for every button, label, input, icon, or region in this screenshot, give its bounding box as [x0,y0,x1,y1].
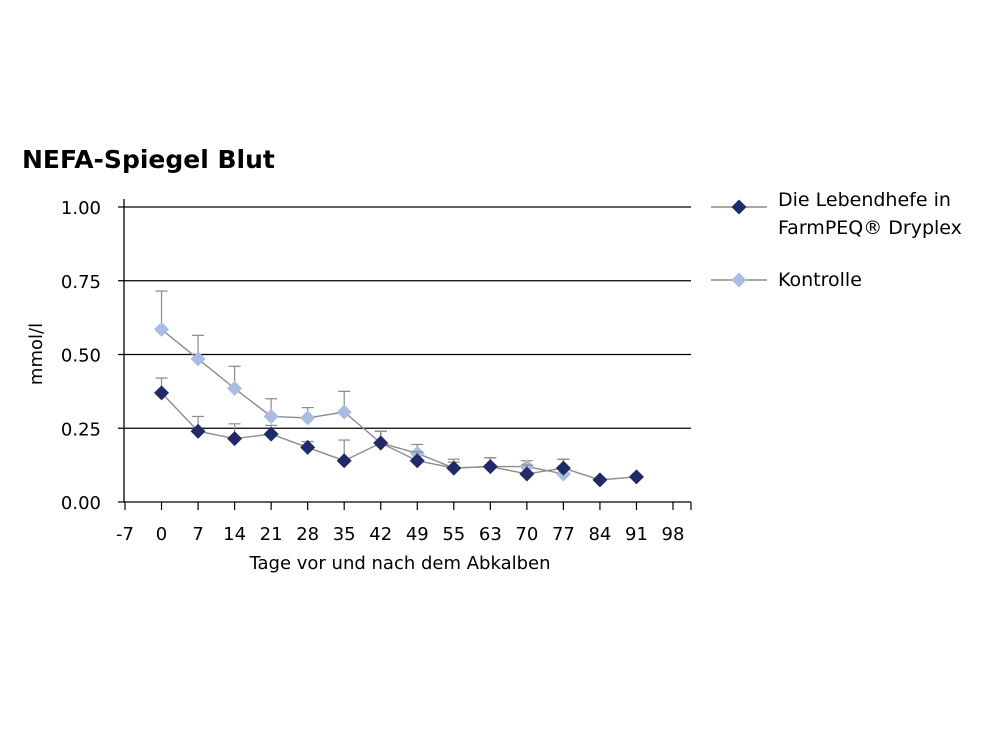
data-point [592,472,608,488]
x-tick-label: 49 [406,524,429,545]
data-point [336,453,352,469]
data-point [336,404,352,420]
series-kontrolle [154,290,571,482]
data-point [446,460,462,476]
data-point [300,410,316,426]
data-point [227,431,243,447]
series-plot-area [154,290,644,488]
x-axis-title: Tage vor und nach dem Abkalben [248,553,550,574]
y-tick-label: 1.00 [61,198,101,219]
y-tick-label: 0.50 [61,346,101,367]
legend-item: Die Lebendhefe in FarmPEQ® Dryplex [711,189,962,239]
legend: Die Lebendhefe in FarmPEQ® Dryplex Kontrol… [711,189,962,291]
x-tick-label: 14 [223,524,246,545]
data-point [190,351,206,367]
axes: 1.00 0.75 0.50 0.25 0.00 -7 0 7 14 21 28 35 42 49 55 63… [61,198,692,545]
data-point [300,439,316,455]
y-tick-label: 0.00 [61,493,101,514]
legend-marker [731,199,747,215]
y-tick-label: 0.25 [61,419,101,440]
data-point [409,453,425,469]
y-axis-title: mmol/l [26,323,47,385]
legend-label: Kontrolle [778,269,862,291]
x-tick-label: 63 [479,524,502,545]
x-tick-label: 98 [662,524,685,545]
x-tick-label: 91 [625,524,648,545]
data-point [263,408,279,424]
x-tick-label: 42 [369,524,392,545]
data-point [227,380,243,396]
x-tick-label: 70 [515,524,538,545]
data-point [519,466,535,482]
data-point [555,460,571,476]
data-point [482,459,498,475]
legend-marker [731,272,747,288]
y-tick-label: 0.75 [61,272,101,293]
x-tick-label: 0 [156,524,167,545]
data-point [628,469,644,485]
legend-label: Die Lebendhefe in [778,189,951,211]
data-point [373,435,389,451]
x-tick-label: 28 [296,524,319,545]
series-lebendhefe [154,377,644,488]
data-point [154,321,170,337]
legend-item: Kontrolle [711,269,862,291]
data-point [263,426,279,442]
legend-label: FarmPEQ® Dryplex [778,217,962,239]
data-point [154,385,170,401]
x-tick-label: 7 [192,524,203,545]
x-tick-label: -7 [116,524,134,545]
grid-lines [118,206,691,429]
x-tick-label: 35 [333,524,356,545]
x-tick-label: 84 [588,524,611,545]
chart-title: NEFA-Spiegel Blut [22,145,275,174]
x-tick-label: 21 [260,524,283,545]
x-tick-label: 55 [442,524,465,545]
data-point [190,423,206,439]
x-tick-label: 77 [552,524,575,545]
